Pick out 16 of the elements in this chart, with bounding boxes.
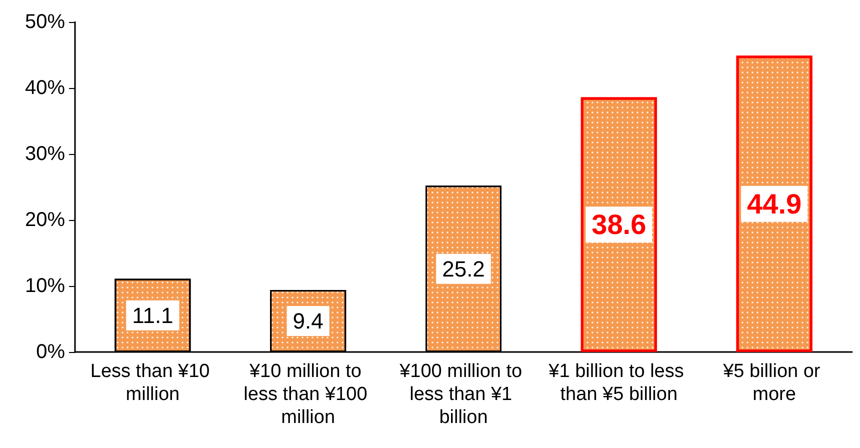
y-tick-label: 0% xyxy=(36,341,66,363)
x-tick-label: Less than ¥10 million xyxy=(90,361,216,405)
data-label: 44.9 xyxy=(747,188,802,220)
data-label: 11.1 xyxy=(132,302,174,328)
x-tick-label: ¥100 million to less than ¥1 billion xyxy=(398,361,528,428)
y-tick-label: 20% xyxy=(24,209,66,231)
x-tick-label: ¥5 billion or more xyxy=(722,361,826,405)
data-label: 25.2 xyxy=(442,256,485,282)
data-label: 9.4 xyxy=(292,308,324,334)
x-tick-label: ¥1 billion to less than ¥5 billion xyxy=(548,361,690,405)
x-tick-label: ¥10 million to less than ¥100 million xyxy=(244,361,373,428)
y-tick-label: 10% xyxy=(24,275,66,297)
y-tick-label: 40% xyxy=(24,77,66,99)
y-tick-label: 50% xyxy=(24,11,66,33)
data-label: 38.6 xyxy=(592,209,646,240)
y-tick-label: 30% xyxy=(24,143,66,165)
